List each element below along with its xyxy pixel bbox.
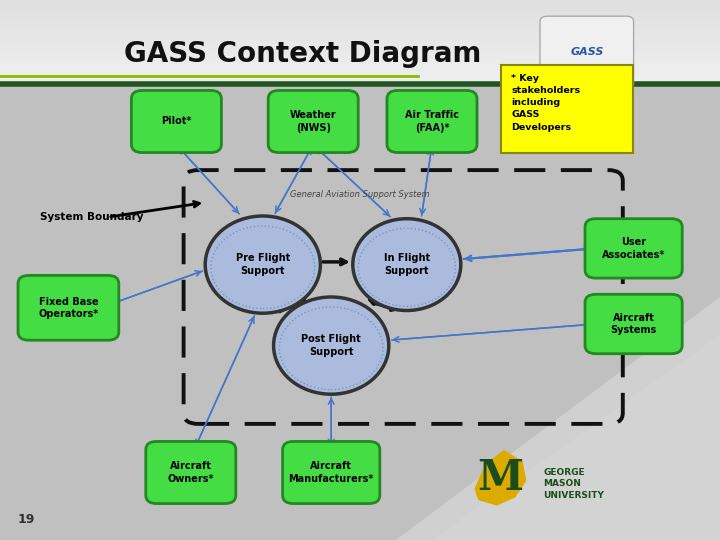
Text: * Key
stakeholders
including
GASS
Developers: * Key stakeholders including GASS Develo…: [511, 74, 580, 132]
FancyBboxPatch shape: [0, 50, 720, 55]
FancyBboxPatch shape: [283, 442, 380, 503]
FancyBboxPatch shape: [0, 46, 720, 50]
Text: Aircraft
Owners*: Aircraft Owners*: [168, 461, 214, 484]
FancyBboxPatch shape: [0, 33, 720, 38]
FancyBboxPatch shape: [0, 67, 720, 71]
FancyBboxPatch shape: [18, 275, 119, 340]
FancyBboxPatch shape: [0, 12, 720, 17]
Text: In Flight
Support: In Flight Support: [384, 253, 430, 276]
FancyBboxPatch shape: [0, 55, 720, 59]
FancyBboxPatch shape: [501, 65, 633, 153]
Text: User
Associates*: User Associates*: [602, 237, 665, 260]
Text: Aircraft
Manufacturers*: Aircraft Manufacturers*: [289, 461, 374, 484]
FancyBboxPatch shape: [0, 79, 720, 84]
Text: M: M: [477, 457, 523, 500]
Polygon shape: [396, 297, 720, 540]
FancyBboxPatch shape: [145, 442, 236, 503]
Ellipse shape: [274, 297, 389, 394]
Text: Air Traffic
(FAA)*: Air Traffic (FAA)*: [405, 110, 459, 133]
FancyBboxPatch shape: [387, 90, 477, 152]
Text: GASS: GASS: [570, 48, 603, 57]
FancyBboxPatch shape: [0, 42, 720, 46]
Text: General Aviation Support System: General Aviation Support System: [290, 190, 430, 199]
FancyBboxPatch shape: [0, 59, 720, 63]
Polygon shape: [475, 451, 526, 505]
Text: GASS Context Diagram: GASS Context Diagram: [124, 40, 481, 68]
Text: GEORGE
MASON
UNIVERSITY: GEORGE MASON UNIVERSITY: [544, 468, 605, 500]
FancyBboxPatch shape: [585, 294, 683, 354]
FancyBboxPatch shape: [0, 21, 720, 25]
FancyBboxPatch shape: [132, 90, 222, 152]
FancyBboxPatch shape: [0, 0, 720, 84]
FancyBboxPatch shape: [0, 75, 720, 79]
Text: Weather
(NWS): Weather (NWS): [290, 110, 336, 133]
FancyBboxPatch shape: [268, 90, 359, 152]
FancyBboxPatch shape: [0, 17, 720, 21]
Ellipse shape: [353, 219, 461, 310]
FancyBboxPatch shape: [0, 8, 720, 12]
FancyBboxPatch shape: [0, 63, 720, 67]
FancyBboxPatch shape: [0, 25, 720, 29]
FancyBboxPatch shape: [585, 219, 683, 278]
Text: Aircraft
Systems: Aircraft Systems: [611, 313, 657, 335]
FancyBboxPatch shape: [540, 16, 634, 89]
FancyBboxPatch shape: [0, 71, 720, 76]
Text: Fixed Base
Operators*: Fixed Base Operators*: [38, 296, 99, 319]
Text: Pre Flight
Support: Pre Flight Support: [235, 253, 290, 276]
FancyBboxPatch shape: [0, 84, 720, 540]
Ellipse shape: [205, 216, 320, 313]
Text: System Boundary: System Boundary: [40, 212, 143, 222]
Text: Pilot*: Pilot*: [161, 117, 192, 126]
FancyBboxPatch shape: [0, 38, 720, 42]
Text: Post Flight
Support: Post Flight Support: [302, 334, 361, 357]
Polygon shape: [432, 335, 720, 540]
FancyBboxPatch shape: [0, 29, 720, 33]
Text: 19: 19: [18, 513, 35, 526]
